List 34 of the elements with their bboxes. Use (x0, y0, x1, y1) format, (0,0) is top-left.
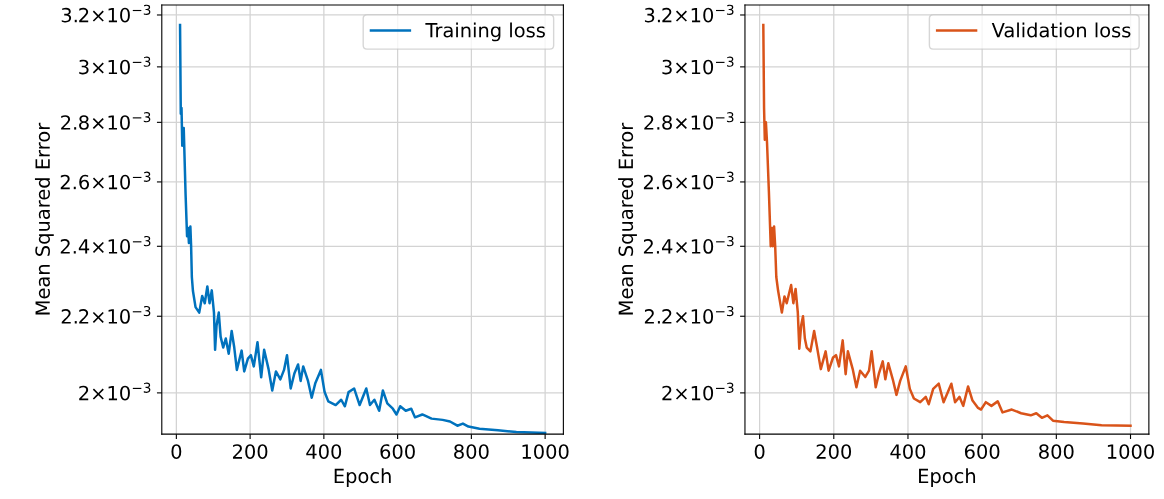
y-tick-label: 3.2×10$^{−3}$ (61, 4, 151, 23)
x-tick-label: 400 (890, 444, 926, 459)
y-tick-label: 2.4×10$^{−3}$ (643, 235, 734, 254)
x-tick-label: 600 (380, 444, 415, 459)
x-axis-title: Epoch (919, 468, 976, 488)
y-tick-label: 3×10$^{−3}$ (662, 56, 734, 75)
x-tick-label: 800 (1039, 444, 1074, 459)
y-tick-label: 3×10$^{−3}$ (79, 56, 151, 75)
y-tick-label: 2.6×10$^{−3}$ (60, 171, 151, 190)
y-tick-label: 2×10$^{−3}$ (662, 382, 734, 401)
x-axis-title: Epoch (334, 468, 391, 488)
y-axis-title: Mean Squared Error (34, 122, 54, 315)
y-tick-label: 2.4×10$^{−3}$ (60, 235, 151, 254)
line-series (762, 23, 1132, 427)
y-tick-label: 2×10$^{−3}$ (79, 382, 151, 401)
line-series (178, 23, 547, 435)
y-tick-label: 3.2×10$^{−3}$ (644, 4, 734, 23)
x-tick-label: 0 (754, 444, 765, 459)
y-axis-title: Mean Squared Error (618, 122, 637, 315)
x-tick-label: 200 (816, 444, 852, 459)
x-tick-label: 600 (964, 444, 1000, 459)
legend-label: Training loss (425, 22, 545, 42)
x-tick-label: 800 (454, 444, 489, 459)
y-tick-label: 2.8×10$^{−3}$ (644, 112, 734, 130)
x-tick-label: 1000 (1107, 444, 1154, 459)
y-tick-label: 2.2×10$^{−3}$ (61, 305, 151, 324)
y-tick-label: 2.6×10$^{−3}$ (643, 171, 734, 190)
y-tick-label: 2.8×10$^{−3}$ (61, 112, 151, 130)
x-tick-label: 0 (171, 444, 182, 459)
x-tick-label: 400 (306, 444, 342, 459)
x-tick-label: 1000 (522, 444, 569, 459)
y-tick-label: 2.2×10$^{−3}$ (644, 305, 734, 324)
x-tick-label: 200 (232, 444, 268, 459)
legend-label: Validation loss (991, 22, 1131, 38)
